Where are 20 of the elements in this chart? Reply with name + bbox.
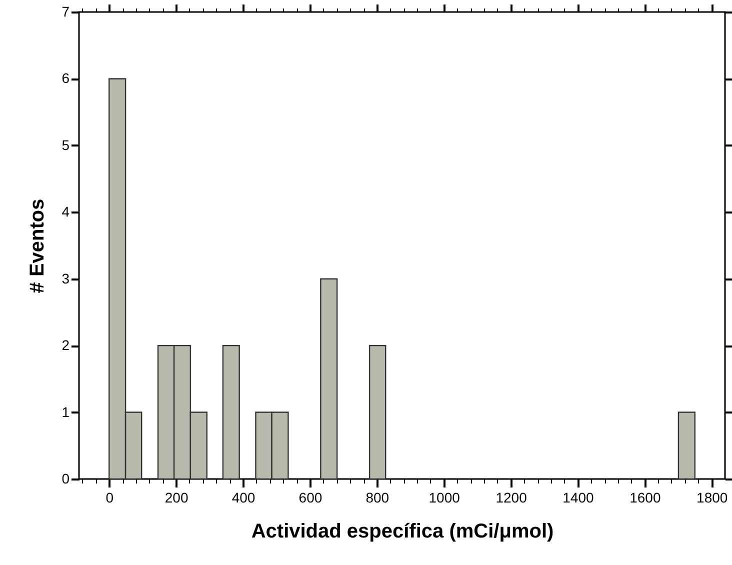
y-tick-label: 6	[62, 70, 70, 86]
x-tick-label: 1800	[696, 490, 728, 506]
x-tick-label: 1600	[630, 490, 661, 506]
y-tick-label: 4	[62, 204, 70, 220]
y-tick-label: 7	[62, 4, 70, 20]
x-tick-label: 200	[164, 490, 188, 506]
x-axis-title: Actividad específica (mCi/μmol)	[251, 520, 554, 542]
x-tick-label: 600	[298, 490, 322, 506]
y-tick-label: 1	[62, 404, 70, 420]
x-tick-label: 1200	[496, 490, 528, 506]
x-tick-label: 1400	[562, 490, 594, 506]
y-axis-title: # Eventos	[26, 198, 49, 294]
y-tick-label: 5	[62, 136, 70, 153]
y-tick-label: 2	[62, 337, 70, 354]
x-tick-label: 800	[366, 490, 390, 506]
y-tick-label: 3	[62, 270, 70, 286]
x-tick-label: 0	[106, 490, 114, 506]
x-tick-label: 1000	[428, 490, 460, 506]
y-tick-label: 0	[62, 470, 70, 486]
x-tick-label: 400	[232, 490, 256, 506]
